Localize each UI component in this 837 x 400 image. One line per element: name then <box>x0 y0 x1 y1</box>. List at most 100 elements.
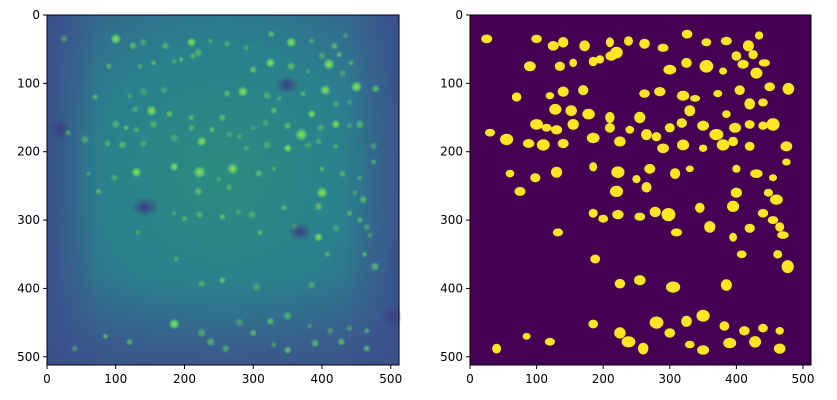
x-tick-label: 300 <box>658 372 681 386</box>
mask-cell <box>713 90 723 98</box>
mask-cell <box>605 51 617 61</box>
mask-cell <box>649 206 661 218</box>
mask-cell <box>558 37 569 48</box>
image-cell <box>170 57 178 66</box>
image-cell <box>345 324 354 333</box>
image-cell <box>294 127 309 142</box>
y-tick-label: 300 <box>440 213 463 227</box>
image-cell <box>338 68 347 78</box>
image-cell <box>261 118 270 128</box>
mask-cell <box>775 222 785 232</box>
mask-cell <box>505 169 515 178</box>
mask-cell <box>748 50 758 60</box>
mask-cell <box>754 31 764 40</box>
mask-cell <box>758 121 768 130</box>
image-cell <box>362 344 371 353</box>
image-cell <box>254 169 264 179</box>
image-cell <box>323 250 332 258</box>
image-cell <box>256 228 264 237</box>
left-axes-frame <box>46 14 400 366</box>
image-cell <box>85 170 92 177</box>
mask-cell <box>551 166 563 178</box>
mask-cell <box>605 37 615 48</box>
image-cell <box>307 280 317 290</box>
image-cell <box>234 207 243 216</box>
image-cell <box>280 204 289 212</box>
mask-cell <box>632 175 641 184</box>
image-cell <box>269 106 279 115</box>
image-cell <box>338 169 347 178</box>
mask-cell <box>750 67 763 79</box>
image-cell <box>188 51 197 61</box>
mask-cell <box>757 208 769 218</box>
image-cell <box>195 135 208 148</box>
image-cell <box>109 33 122 45</box>
image-cell <box>266 29 276 39</box>
y-tick-label: 400 <box>440 281 463 295</box>
mask-cell <box>614 327 626 339</box>
image-cell <box>355 216 364 225</box>
image-cell <box>361 251 368 258</box>
mask-cell <box>657 43 669 52</box>
image-cell <box>221 344 231 354</box>
mask-cell <box>719 321 730 331</box>
dark-spot <box>131 197 159 217</box>
image-cell <box>168 318 180 330</box>
mask-cell <box>677 139 690 151</box>
image-cell <box>217 113 227 122</box>
mask-cell <box>780 141 793 152</box>
image-cell <box>270 340 278 349</box>
mask-cell <box>621 336 636 348</box>
mask-cell <box>567 119 579 130</box>
mask-cell <box>739 326 750 336</box>
image-cell <box>160 41 170 51</box>
image-cell <box>90 92 100 102</box>
mask-cell <box>727 200 740 212</box>
image-cell <box>236 85 249 98</box>
mask-cell <box>749 336 762 348</box>
x-tick-label: 200 <box>592 372 615 386</box>
y-tick-label: 500 <box>17 350 40 364</box>
image-cell <box>130 166 143 179</box>
mask-cell <box>641 129 652 141</box>
image-cell <box>336 337 346 347</box>
image-cell <box>286 61 297 72</box>
image-cell <box>94 187 103 196</box>
image-cell <box>136 62 144 70</box>
mask-cell <box>723 337 737 349</box>
mask-cell <box>609 185 624 197</box>
mask-cell <box>781 260 794 274</box>
mask-cell <box>782 82 795 95</box>
mask-cell <box>697 345 710 355</box>
x-tick-label: 500 <box>792 372 815 386</box>
image-cell <box>362 222 371 231</box>
image-cell <box>125 337 134 346</box>
mask-cell <box>750 169 763 179</box>
mask-cell <box>742 40 754 52</box>
mask-cell <box>634 275 646 286</box>
mask-cell <box>663 64 677 75</box>
mask-cell <box>744 223 755 233</box>
x-tick-label: 400 <box>311 372 334 386</box>
image-cell <box>242 44 250 52</box>
image-cell <box>130 105 140 114</box>
image-cell <box>358 194 369 205</box>
mask-cell <box>773 250 783 259</box>
mask-cell <box>554 61 566 71</box>
mask-cell <box>651 132 662 142</box>
mask-cell <box>769 174 777 182</box>
mask-cell <box>770 194 783 205</box>
mask-cell <box>641 182 652 193</box>
image-cell <box>345 98 354 107</box>
image-cell <box>187 113 196 122</box>
mask-cell <box>657 143 669 154</box>
mask-cell <box>589 162 598 172</box>
image-cell <box>192 165 207 180</box>
mask-cell <box>758 59 771 67</box>
mask-cell <box>764 82 776 92</box>
mask-cell <box>701 38 712 47</box>
mask-cell <box>697 120 709 131</box>
image-cell <box>322 57 336 71</box>
